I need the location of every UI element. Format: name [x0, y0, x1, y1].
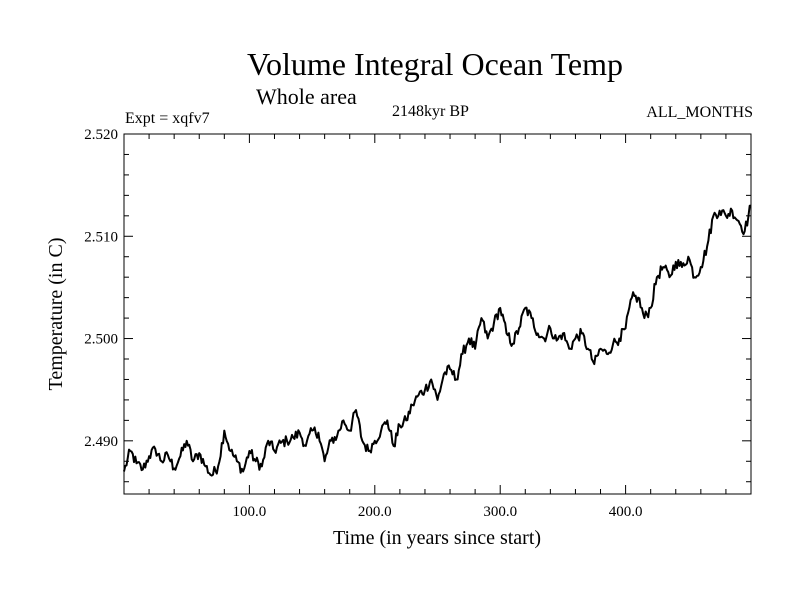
y-axis-label: Temperature (in C) [45, 238, 67, 391]
y-tick-label: 2.520 [84, 127, 118, 143]
chart-subtitle: Whole area [256, 84, 357, 109]
x-axis-label: Time (in years since start) [333, 527, 541, 549]
axis-ticks [124, 133, 751, 494]
x-tick-label: 200.0 [358, 504, 392, 520]
experiment-label: Expt = xqfv7 [125, 110, 210, 127]
y-tick-label: 2.510 [84, 229, 118, 245]
x-tick-label: 300.0 [483, 504, 517, 520]
y-tick-label: 2.500 [84, 332, 118, 348]
series-line [123, 204, 752, 477]
axis-tick-labels: 100.0 200.0 300.0 400.0 2.490 2.500 2.510 2.520 [84, 127, 642, 520]
epoch-label: 2148kyr BP [392, 103, 469, 120]
x-tick-label: 100.0 [233, 504, 267, 520]
x-tick-label: 400.0 [609, 504, 643, 520]
series-group [123, 204, 752, 477]
y-tick-label: 2.490 [84, 434, 118, 450]
months-label: ALL_MONTHS [646, 104, 753, 121]
plot-frame [123, 133, 752, 495]
chart-title: Volume Integral Ocean Temp [246, 46, 623, 82]
